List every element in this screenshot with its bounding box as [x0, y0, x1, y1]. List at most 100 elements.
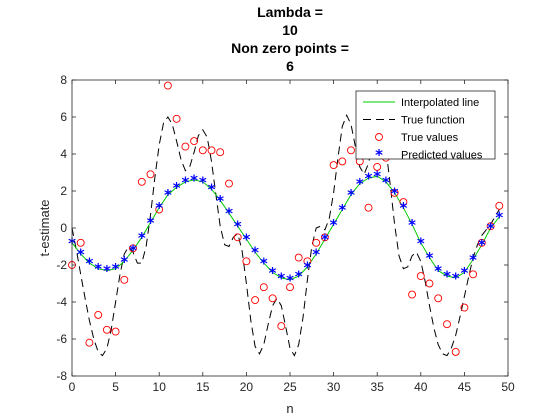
true-value-point [294, 253, 303, 262]
legend-swatch-predicted: * [375, 146, 383, 164]
true-value-point [155, 205, 164, 214]
y-axis-label: t-estimate [37, 199, 52, 256]
x-tick-label: 15 [196, 380, 210, 394]
x-tick-label: 5 [112, 380, 119, 394]
predicted-value-point: * [303, 258, 311, 276]
y-tick-label: 8 [60, 73, 67, 87]
x-tick-label: 40 [414, 380, 428, 394]
predicted-value-point: * [234, 218, 242, 236]
predicted-value-point: * [382, 173, 390, 191]
predicted-value-point: * [173, 179, 181, 197]
true-value-point [120, 275, 129, 284]
true-value-point [181, 142, 190, 151]
predicted-value-point: * [286, 271, 294, 289]
true-value-point [303, 257, 312, 266]
legend-swatch-true-values [375, 133, 383, 141]
x-tick-label: 20 [240, 380, 254, 394]
predicted-value-point: * [181, 173, 189, 191]
title-line-1: Lambda = [257, 4, 323, 20]
true-value-point [277, 322, 286, 331]
legend-entry-label[interactable]: Predicted values [401, 150, 483, 162]
true-value-point [85, 338, 94, 347]
predicted-value-point: * [77, 245, 85, 263]
predicted-value-point: * [478, 236, 486, 254]
true-value-point [129, 244, 137, 253]
predicted-value-point: * [434, 262, 442, 280]
legend-entry-label[interactable]: True function [401, 115, 465, 127]
predicted-value-point: * [85, 255, 93, 273]
predicted-value-point: * [391, 184, 399, 202]
true-value-point [320, 233, 329, 242]
predicted-value-point: * [251, 244, 259, 262]
predicted-value-point: * [225, 205, 233, 223]
true-value-point [486, 222, 495, 231]
true-value-point [399, 198, 408, 207]
true-value-point [233, 233, 242, 242]
legend[interactable]: Interpolated line True function True value… [355, 90, 496, 164]
predicted-value-point: * [399, 199, 407, 217]
x-tick-label: 45 [458, 380, 472, 394]
predicted-value-point: * [120, 253, 128, 271]
predicted-value-point: * [417, 234, 425, 252]
legend-entry-label[interactable]: Interpolated line [401, 97, 479, 109]
legend-entry-label[interactable]: True values [401, 132, 459, 144]
x-tick-label: 30 [327, 380, 341, 394]
true-value-point [460, 303, 469, 312]
y-tick-label: -4 [56, 295, 67, 309]
interpolated-line [71, 175, 500, 281]
true-value-point [172, 114, 181, 123]
true-value-point [338, 157, 347, 166]
y-tick-label: -8 [56, 369, 67, 383]
x-tick-label: 10 [153, 380, 167, 394]
predicted-value-point: * [469, 251, 477, 269]
true-value-point [190, 137, 199, 146]
predicted-value-point: * [443, 268, 451, 286]
predicted-value-point: * [356, 175, 364, 193]
plot-layer: *** * * * ****** * * * * ******** * * ******** * * ****… [68, 81, 503, 357]
true-value-point [76, 238, 85, 247]
predicted-value-point: * [347, 186, 355, 204]
true-value-point [216, 148, 225, 157]
x-tick-label: 35 [371, 380, 385, 394]
predicted-value-point: * [129, 242, 137, 260]
true-value-point [94, 310, 103, 319]
predicted-value-point: * [373, 168, 381, 186]
y-tick-label: 0 [60, 221, 67, 235]
predicted-value-point: * [260, 255, 268, 273]
true-value-point [347, 146, 355, 155]
predicted-value-point: * [295, 268, 303, 286]
predicted-value-point: * [103, 262, 111, 280]
predicted-value-point: * [426, 249, 434, 267]
true-value-point [102, 325, 111, 334]
true-value-point [425, 279, 434, 288]
predicted-value-point: * [164, 186, 172, 204]
predicted-value-point: * [277, 269, 285, 287]
y-tick-label: -6 [56, 332, 67, 346]
true-value-point [251, 296, 260, 305]
true-value-point [469, 270, 478, 279]
predicted-value-point: * [216, 192, 224, 210]
true-value-point [259, 283, 268, 292]
true-value-point [268, 294, 277, 303]
true-value-point [198, 146, 207, 155]
true-value-point [137, 177, 146, 186]
title-line-4: 6 [286, 58, 294, 74]
title-line-2: 10 [282, 22, 298, 38]
predicted-value-point: * [330, 216, 338, 234]
axes-layer: 0 5 10 15 20 25 30 35 40 45 50 -8 -6 -4 -2 0 2 4 6 8 [56, 73, 515, 394]
true-value-point [408, 290, 417, 299]
predicted-value-point: * [452, 269, 460, 287]
predicted-value-point: * [190, 171, 198, 189]
true-value-point [225, 179, 233, 188]
true-value-point [443, 320, 451, 329]
predicted-value-point: * [365, 170, 373, 188]
true-value-point [286, 283, 294, 292]
title-line-3: Non zero points = [231, 40, 349, 56]
true-value-point [312, 238, 321, 247]
y-tick-label: 4 [60, 147, 67, 161]
true-value-point [451, 347, 460, 356]
x-tick-label: 25 [283, 380, 297, 394]
predicted-value-point: * [269, 264, 277, 282]
predicted-value-point: * [460, 264, 468, 282]
predicted-value-point: * [487, 220, 495, 238]
